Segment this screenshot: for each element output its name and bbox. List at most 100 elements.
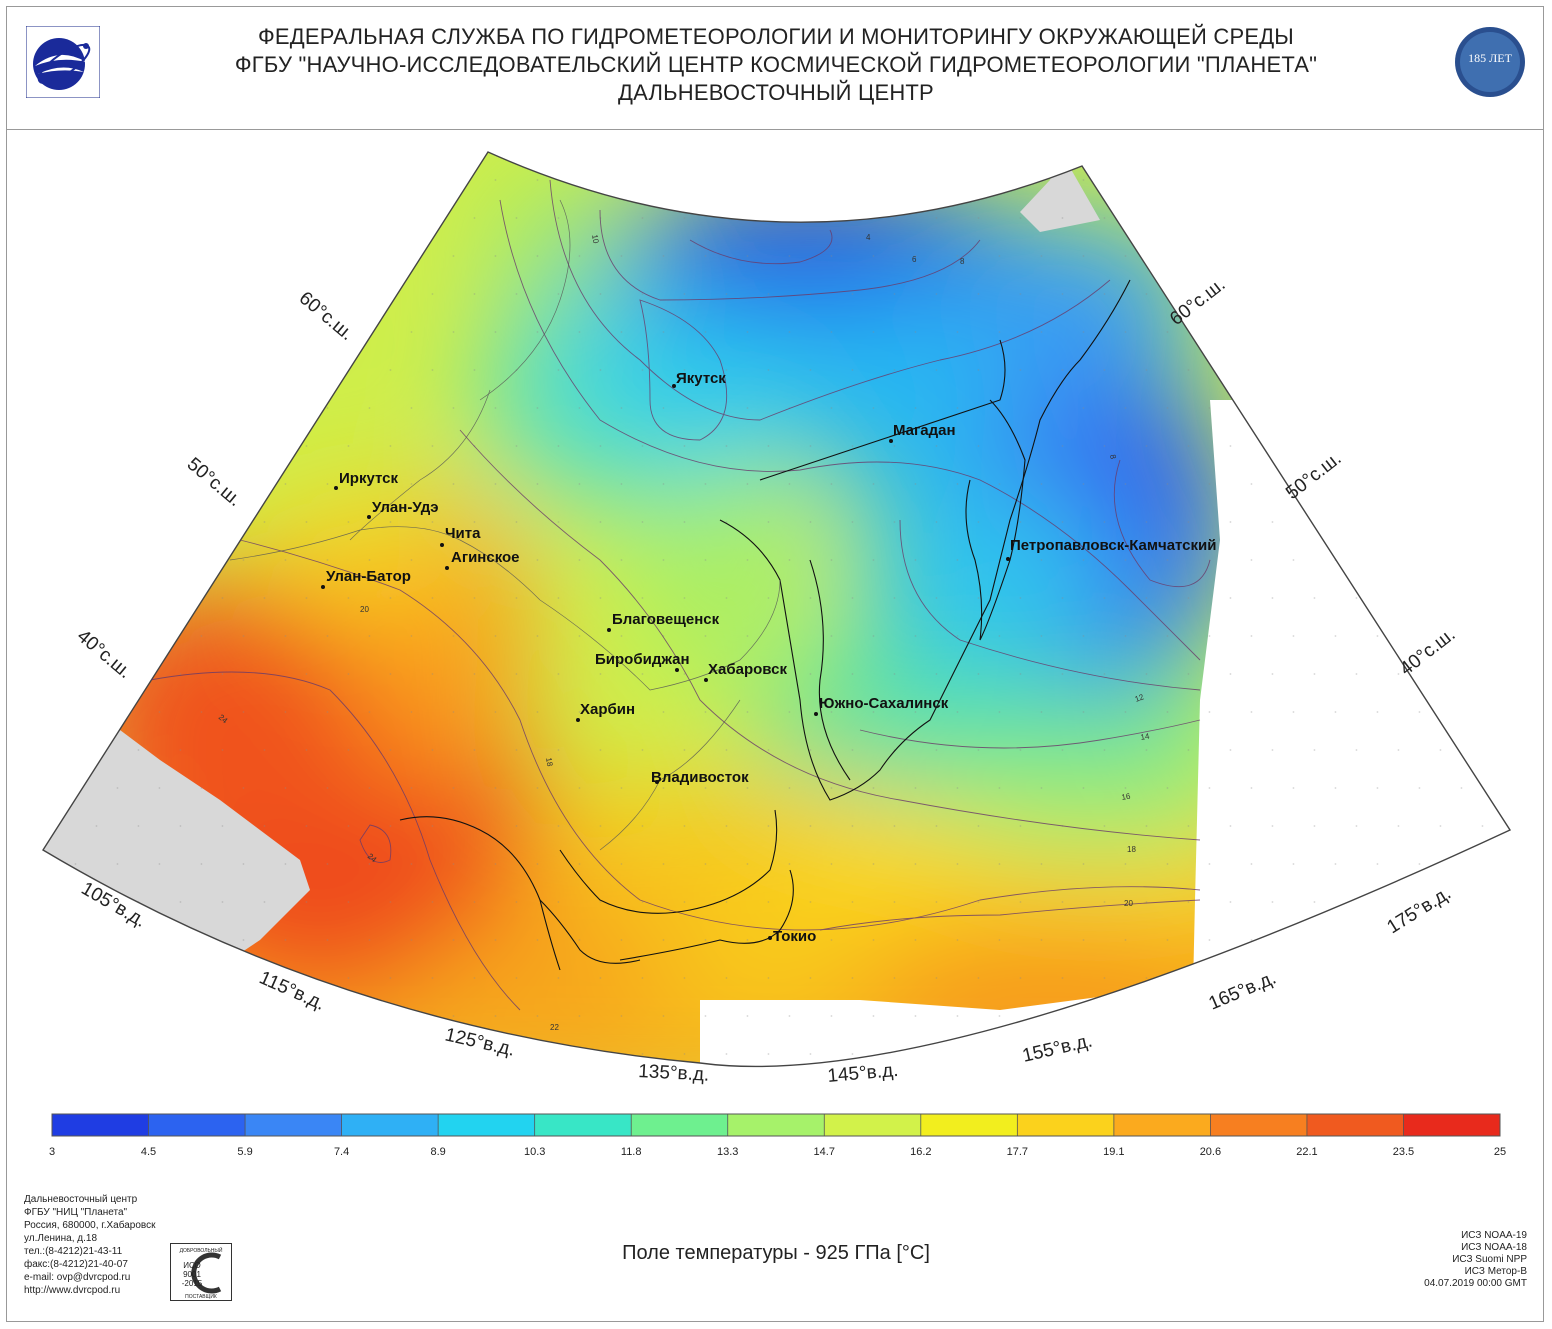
colorbar-segment [1306, 1114, 1404, 1136]
grid-dot [1376, 635, 1379, 637]
grid-dot [851, 1053, 854, 1055]
grid-dot [1019, 901, 1022, 903]
grid-dot [74, 711, 77, 713]
grid-dot [620, 407, 623, 409]
grid-dot [116, 711, 119, 713]
city-dot [672, 384, 676, 388]
grid-dot [599, 749, 602, 751]
grid-dot [347, 521, 350, 523]
grid-dot [1229, 1053, 1232, 1055]
colorbar-tick-label: 20.6 [1200, 1146, 1221, 1158]
grid-dot [179, 825, 182, 827]
grid-dot [221, 977, 224, 979]
grid-dot [284, 939, 287, 941]
grid-dot [263, 445, 266, 447]
grid-dot [704, 863, 707, 865]
grid-dot [914, 711, 917, 713]
grid-dot [116, 863, 119, 865]
grid-dot [788, 179, 791, 181]
grid-dot [116, 483, 119, 485]
grid-dot [389, 977, 392, 979]
grid-dot [1439, 597, 1442, 599]
grid-dot [1460, 1015, 1463, 1017]
colorbar-tick-label: 13.3 [717, 1146, 738, 1158]
grid-dot [1524, 673, 1526, 675]
grid-dot [935, 597, 938, 599]
grid-dot [1040, 787, 1043, 789]
grid-dot [641, 597, 644, 599]
grid-dot [704, 483, 707, 485]
grid-dot [116, 787, 119, 789]
grid-dot [389, 597, 392, 599]
grid-dot [1355, 293, 1358, 295]
grid-dot [452, 787, 455, 789]
grid-dot [1397, 445, 1400, 447]
grid-dot [725, 369, 728, 371]
grid-dot [1481, 1053, 1484, 1055]
grid-dot [1502, 179, 1505, 181]
grid-dot [977, 445, 980, 447]
grid-dot [1292, 635, 1295, 637]
grid-dot [893, 293, 896, 295]
grid-dot [74, 255, 77, 257]
grid-dot [1397, 369, 1400, 371]
grid-dot [1019, 293, 1022, 295]
grid-dot [137, 825, 140, 827]
satellite-line: ИСЗ NOAA-18 [1461, 1242, 1527, 1253]
grid-dot [914, 939, 917, 941]
satellite-line: ИСЗ NOAA-19 [1461, 1230, 1527, 1241]
grid-dot [599, 673, 602, 675]
grid-dot [263, 825, 266, 827]
grid-dot [599, 369, 602, 371]
grid-dot [1250, 787, 1253, 789]
grid-dot [998, 939, 1001, 941]
grid-dot [431, 673, 434, 675]
grid-dot [368, 787, 371, 789]
grid-dot [284, 255, 287, 257]
grid-dot [431, 1053, 434, 1055]
grid-dot [1460, 635, 1463, 637]
city-label-birobidzhan: Биробиджан [595, 651, 690, 668]
grid-dot [158, 863, 161, 865]
grid-dot [1208, 939, 1211, 941]
grid-dot [1502, 1015, 1505, 1017]
grid-dot [1124, 635, 1127, 637]
grid-dot [1040, 407, 1043, 409]
grid-dot [536, 1015, 539, 1017]
grid-dot [515, 445, 518, 447]
city-label-harbin: Харбин [580, 701, 635, 718]
grid-dot [1334, 711, 1337, 713]
grid-dot [515, 901, 518, 903]
grid-dot [410, 863, 413, 865]
grid-dot [1439, 825, 1442, 827]
grid-dot [1271, 673, 1274, 675]
grid-dot [578, 635, 581, 637]
grid-dot [683, 445, 686, 447]
grid-dot [725, 901, 728, 903]
city-label-vladivostok: Владивосток [651, 769, 749, 786]
grid-dot [1208, 483, 1211, 485]
grid-dot [746, 863, 749, 865]
grid-dot [788, 787, 791, 789]
grid-dot [1418, 1015, 1421, 1017]
grid-dot [1271, 825, 1274, 827]
grid-dot [998, 787, 1001, 789]
grid-dot [1208, 1015, 1211, 1017]
grid-dot [536, 787, 539, 789]
city-label-yakutsk: Якутск [676, 370, 726, 387]
grid-dot [809, 445, 812, 447]
grid-dot [305, 977, 308, 979]
grid-dot [956, 407, 959, 409]
grid-dot [1187, 217, 1190, 219]
grid-dot [956, 179, 959, 181]
map-caption: Поле температуры - 925 ГПа [°C] [622, 1242, 930, 1264]
colorbar-segment [534, 1114, 632, 1136]
grid-dot [263, 521, 266, 523]
grid-dot [263, 217, 266, 219]
grid-dot [1166, 255, 1169, 257]
grid-dot [1376, 711, 1379, 713]
grid-dot [914, 483, 917, 485]
grid-dot [305, 369, 308, 371]
colorbar-tick-label: 25 [1494, 1146, 1506, 1158]
grid-dot [683, 1053, 686, 1055]
